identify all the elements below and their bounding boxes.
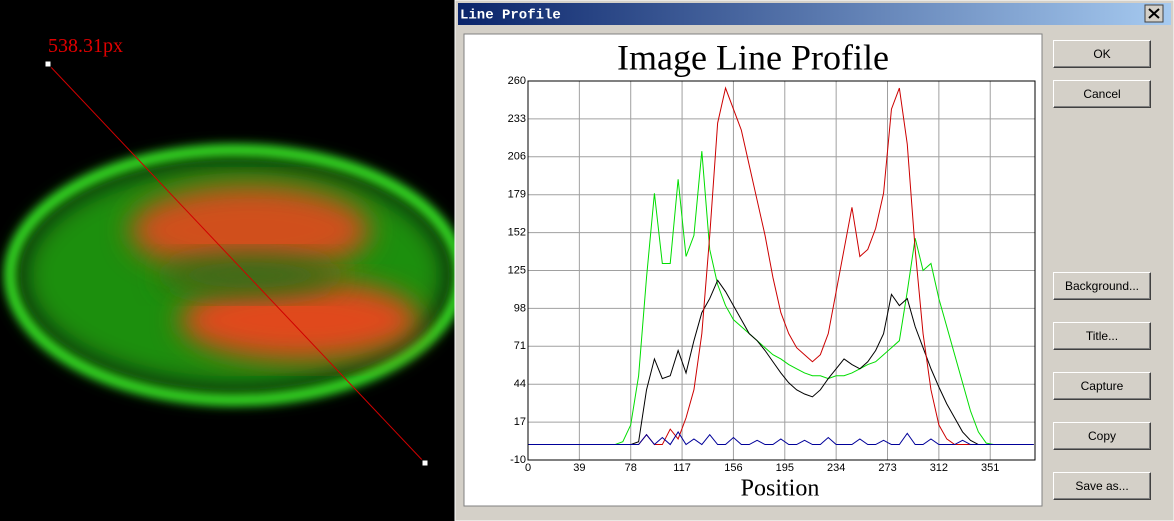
x-tick-label: 195 [776,462,794,474]
close-button[interactable] [1144,4,1164,23]
chart-title: Image Line Profile [617,37,889,77]
x-tick-label: 273 [878,462,896,474]
dialog-button[interactable]: OK [1053,40,1151,68]
x-tick-label: 39 [573,462,585,474]
x-tick-label: 117 [673,462,691,474]
plot-frame [527,80,1036,461]
dialog-button[interactable]: Copy [1053,422,1151,450]
dialog-button[interactable]: Save as... [1053,472,1151,500]
x-tick-label: 234 [827,462,845,474]
plot: -10 17 44 71 98 125 152 179 206 233 260 0 39 78 117 156… [508,75,1036,474]
window-title: Line Profile [460,8,561,24]
x-tick-label: 351 [981,462,999,474]
dialog-button[interactable]: Capture [1053,372,1151,400]
y-tick-label: 233 [508,113,526,125]
y-tick-label: 44 [514,378,526,390]
x-axis-label: Position [741,476,820,502]
x-tick-label: 0 [525,462,531,474]
y-tick-label: 125 [508,264,526,276]
y-tick-label: 17 [514,416,526,428]
y-tick-label: 71 [514,340,526,352]
micrograph: 538.31px [0,0,465,521]
x-tick-label: 156 [724,462,742,474]
y-tick-label: 98 [514,302,526,314]
dialog-button[interactable]: Background... [1053,272,1151,300]
y-tick-label: -10 [510,454,526,466]
x-tick-label: 78 [625,462,637,474]
measurement-label: 538.31px [48,35,123,57]
y-tick-label: 206 [508,151,526,163]
x-tick-label: 312 [930,462,948,474]
y-tick-label: 179 [508,189,526,201]
profile-line [528,430,1034,446]
y-tick-label: 260 [508,75,526,87]
y-tick-label: 152 [508,227,526,239]
dialog-button[interactable]: Title... [1053,322,1151,350]
dialog-button[interactable]: Cancel [1053,80,1151,108]
